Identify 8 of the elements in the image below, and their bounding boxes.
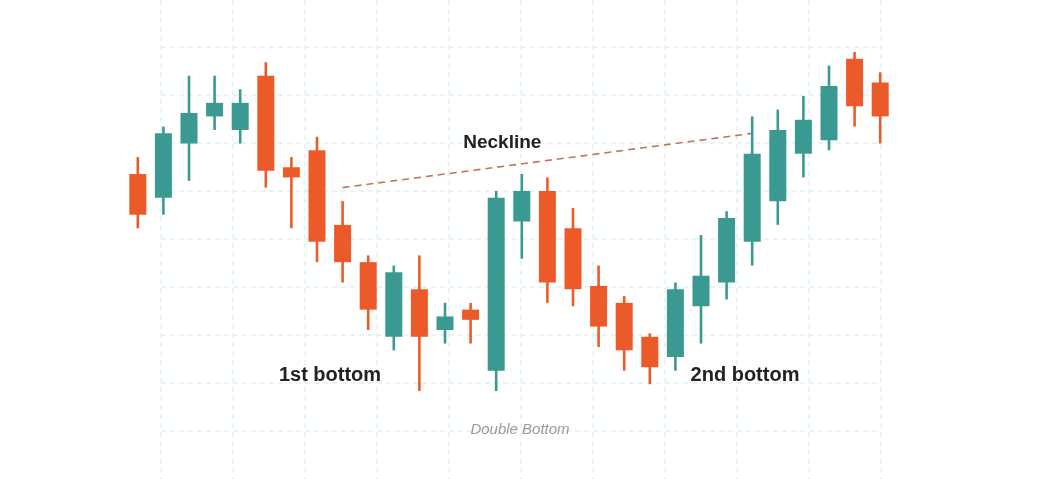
- annotation: 1st bottom: [278, 363, 382, 385]
- candlestick: [206, 74, 224, 132]
- candlestick: [462, 301, 480, 345]
- series-label: Neckline: [463, 131, 542, 153]
- candlestick: [436, 301, 454, 345]
- text: Double Bottom: [470, 420, 570, 437]
- annotation: 2nd bottom: [690, 363, 800, 385]
- candlestick: [282, 155, 300, 230]
